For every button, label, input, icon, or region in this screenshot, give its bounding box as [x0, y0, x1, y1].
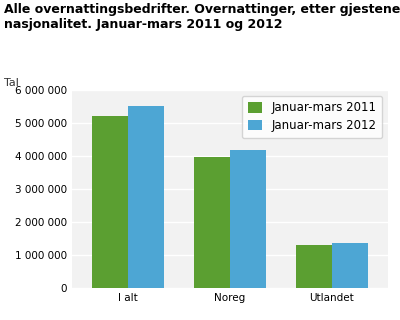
Bar [296, 245, 332, 288]
Bar [92, 116, 128, 288]
Bar [332, 243, 368, 288]
Bar [230, 150, 266, 288]
Legend: Januar-mars 2011, Januar-mars 2012: Januar-mars 2011, Januar-mars 2012 [242, 95, 382, 138]
Bar [128, 107, 164, 288]
Text: Tal: Tal [4, 78, 19, 88]
Text: Alle overnattingsbedrifter. Overnattinger, etter gjestene sin
nasjonalitet. Janu: Alle overnattingsbedrifter. Overnattinge… [4, 3, 400, 31]
Bar [194, 157, 230, 288]
